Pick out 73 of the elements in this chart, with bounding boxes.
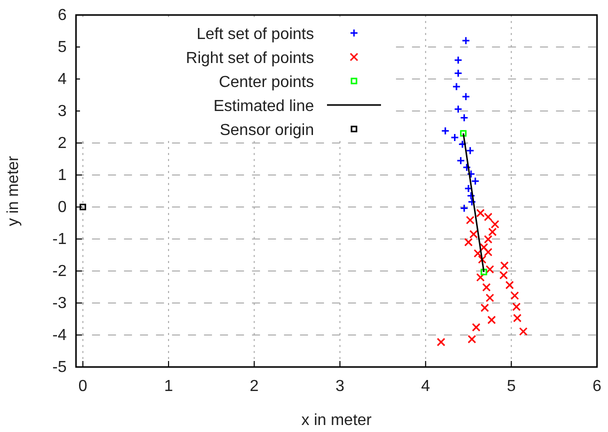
legend-label: Center points (218, 74, 314, 91)
legend-label: Left set of points (196, 26, 314, 43)
y-tick-label: 6 (58, 7, 67, 24)
x-tick-label: 6 (592, 378, 602, 395)
x-tick-label: 5 (506, 378, 516, 395)
point (474, 249, 482, 258)
y-tick-label: -5 (52, 359, 67, 376)
point (454, 104, 462, 114)
y-tick-label: 4 (58, 71, 67, 88)
point (476, 208, 485, 218)
point (472, 323, 480, 332)
point (466, 216, 474, 224)
point (462, 92, 470, 101)
point (471, 176, 480, 186)
point (452, 82, 461, 91)
y-tick-label: 2 (58, 135, 67, 152)
point (466, 146, 474, 155)
point (460, 113, 468, 122)
point (460, 204, 468, 213)
point (466, 192, 476, 200)
x-tick-label: 2 (250, 378, 259, 395)
point (456, 156, 465, 165)
x-axis-title: x in meter (301, 412, 372, 429)
point (480, 268, 488, 276)
point (486, 294, 494, 302)
y-tick-label: 1 (58, 167, 67, 184)
point (468, 198, 476, 206)
point (488, 228, 497, 236)
point (484, 212, 492, 222)
legend-label: Right set of points (186, 50, 314, 67)
y-tick-label: -3 (52, 295, 67, 312)
point (80, 204, 86, 210)
point (450, 133, 460, 142)
point (505, 280, 514, 290)
legend-label: Estimated line (214, 98, 314, 115)
point (469, 230, 478, 238)
point (460, 130, 467, 137)
point (480, 243, 488, 252)
point (513, 314, 522, 322)
y-tick-label: 3 (58, 103, 67, 120)
point (510, 291, 519, 300)
point (487, 316, 496, 324)
point (482, 283, 491, 292)
point (484, 235, 492, 244)
point (464, 238, 473, 246)
point (519, 327, 528, 336)
x-tick-label: 3 (335, 378, 344, 395)
legend-label: Sensor origin (220, 122, 314, 139)
point (486, 265, 494, 274)
point (436, 338, 446, 346)
y-tick-label: -1 (52, 231, 67, 248)
y-axis-title: y in meter (5, 155, 22, 226)
point (500, 261, 509, 270)
point (478, 255, 486, 264)
y-tick-label: -4 (52, 327, 67, 344)
point (490, 220, 500, 229)
point (499, 270, 508, 280)
point (462, 36, 470, 45)
point (441, 126, 450, 136)
point (484, 248, 492, 256)
y-tick-label: 5 (58, 39, 67, 56)
x-tick-label: 0 (78, 378, 88, 395)
point (454, 56, 462, 64)
point (454, 68, 462, 78)
point (480, 304, 489, 312)
point (476, 273, 485, 282)
point (468, 334, 476, 344)
point (512, 302, 521, 312)
x-tick-label: 4 (421, 378, 430, 395)
point (458, 140, 467, 149)
y-tick-label: 0 (58, 199, 67, 216)
y-tick-label: -2 (52, 263, 67, 280)
x-tick-label: 1 (164, 378, 174, 395)
